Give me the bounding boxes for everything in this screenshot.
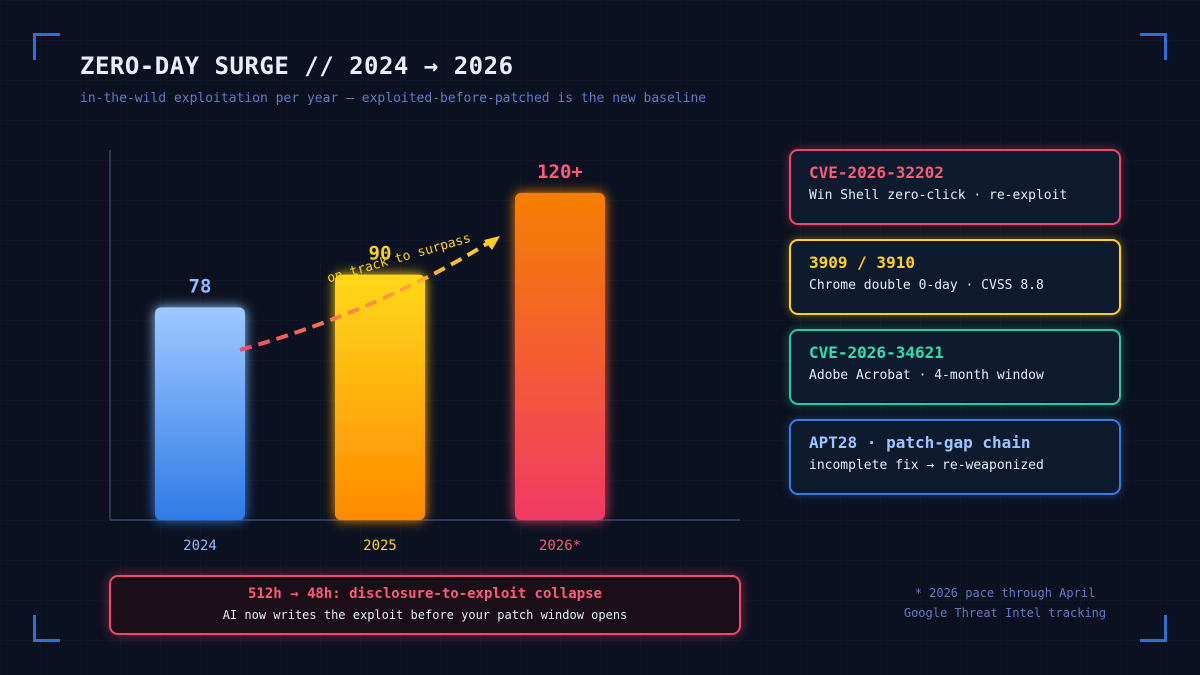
card-chrome-3909-3910: 3909 / 3910 Chrome double 0-day · CVSS 8… xyxy=(789,239,1121,315)
card-description: Adobe Acrobat · 4-month window xyxy=(809,368,1044,383)
card-title: CVE-2026-34621 xyxy=(809,343,944,362)
bar-2026 xyxy=(515,192,605,520)
card-title: 3909 / 3910 xyxy=(809,253,915,272)
card-description: incomplete fix → re-weaponized xyxy=(809,458,1044,473)
card-apt28-patch-gap: APT28 · patch-gap chain incomplete fix →… xyxy=(789,419,1121,495)
corner-bracket-bottom-right xyxy=(1140,615,1167,642)
card-description: Chrome double 0-day · CVSS 8.8 xyxy=(809,278,1044,293)
chart-subtitle: in-the-wild exploitation per year — expl… xyxy=(80,91,707,106)
corner-bracket-top-left xyxy=(33,33,60,60)
bar-2025 xyxy=(335,274,425,520)
footnote: * 2026 pace through April Google Threat … xyxy=(820,583,1190,623)
x-tick-label: 2024 xyxy=(183,538,217,554)
bar-value-label: 90 xyxy=(369,243,392,265)
card-title: APT28 · patch-gap chain xyxy=(809,433,1031,452)
footnote-line-2: Google Threat Intel tracking xyxy=(903,606,1107,620)
x-tick-label: 2026* xyxy=(539,538,581,554)
x-tick-label: 2025 xyxy=(363,538,397,554)
corner-bracket-bottom-left xyxy=(33,615,60,642)
trend-arrowhead-icon xyxy=(484,236,500,250)
bar-value-label: 120+ xyxy=(537,161,583,183)
chart-title: ZERO-DAY SURGE // 2024 → 2026 xyxy=(80,52,514,80)
card-cve-2026-34621: CVE-2026-34621 Adobe Acrobat · 4-month w… xyxy=(789,329,1121,405)
corner-bracket-top-right xyxy=(1140,33,1167,60)
card-description: Win Shell zero-click · re-exploit xyxy=(809,188,1068,203)
card-cve-2026-32202: CVE-2026-32202 Win Shell zero-click · re… xyxy=(789,149,1121,225)
card-title: CVE-2026-32202 xyxy=(809,163,944,182)
bar-2024 xyxy=(155,307,245,520)
bar-value-label: 78 xyxy=(189,275,212,297)
trend-arrow xyxy=(239,241,490,352)
incident-cards: CVE-2026-32202 Win Shell zero-click · re… xyxy=(789,149,1121,509)
callout-box: 512h → 48h: disclosure-to-exploit collap… xyxy=(109,575,741,635)
footnote-line-1: * 2026 pace through April xyxy=(914,586,1096,600)
callout-title: 512h → 48h: disclosure-to-exploit collap… xyxy=(247,586,602,602)
callout-description: AI now writes the exploit before your pa… xyxy=(222,608,628,622)
